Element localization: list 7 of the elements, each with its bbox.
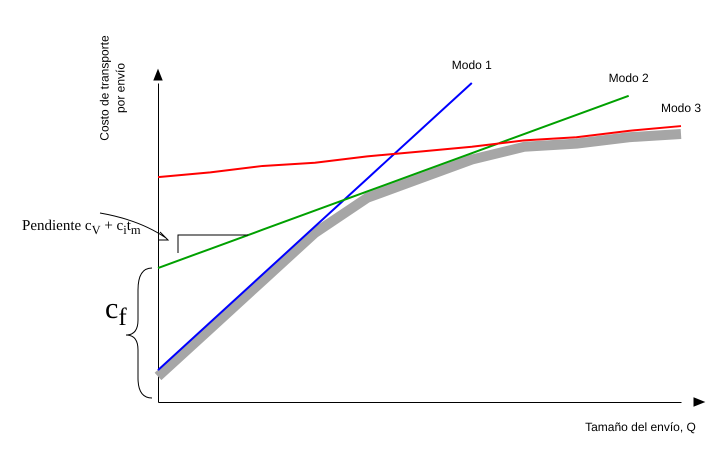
- series-label: Modo 2: [608, 70, 650, 85]
- text: Pendiente c$_{V}$ + c$_{i}$t$_{m}$: [22, 218, 141, 238]
- series-label: Modo 1: [452, 58, 492, 72]
- x-axis-title: Tamaño del envío, Q: [584, 420, 697, 435]
- y-axis-title: Costo de transporte por envío: [96, 34, 128, 143]
- series-label: Modo 3: [660, 101, 702, 116]
- text: c$_{f}$: [105, 292, 127, 332]
